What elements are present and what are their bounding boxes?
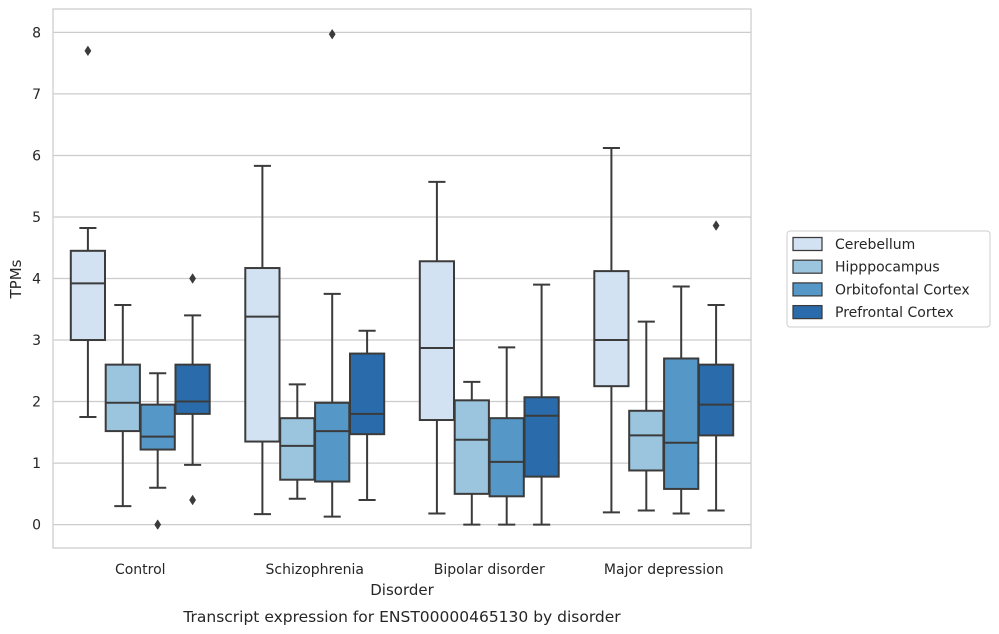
legend-label: Orbitofontal Cortex: [835, 282, 970, 298]
y-tick-label: 3: [32, 333, 41, 349]
box-body: [279, 417, 316, 481]
legend-swatch: [792, 236, 823, 252]
x-tick-label: Control: [115, 562, 166, 578]
box-prefrontal-cortex-control: [174, 273, 211, 506]
box-body: [69, 249, 107, 342]
box-body: [628, 409, 665, 472]
y-tick-label: 7: [32, 87, 41, 103]
outlier-point: [189, 273, 197, 284]
box-orbitofontal-cortex-schizophrenia: [314, 28, 351, 518]
box-body: [139, 403, 176, 451]
y-tick-labels: 0 1 2 3 4 5 6 7 8: [32, 25, 41, 533]
box-body: [244, 267, 281, 443]
legend-label: Hipppocampus: [835, 260, 940, 276]
chart-caption: Transcript expression for ENST0000046513…: [182, 608, 621, 626]
legend-swatch: [792, 304, 823, 320]
grid-lines: [53, 31, 751, 526]
box-hipppocampus-schizophrenia: [279, 383, 316, 500]
outlier-point: [189, 494, 197, 506]
legend-swatch: [792, 259, 823, 274]
box-cerebellum-schizophrenia: [244, 164, 281, 516]
y-tick-label: 6: [32, 148, 41, 164]
box-cerebellum-control: [69, 45, 107, 418]
box-hipppocampus-major-depression: [628, 320, 665, 512]
outlier-point: [328, 28, 336, 40]
box-body: [418, 260, 456, 422]
box-body: [174, 363, 211, 415]
y-tick-label: 0: [32, 518, 41, 534]
y-tick-label: 8: [32, 25, 41, 41]
box-body: [593, 270, 630, 388]
y-tick-label: 4: [32, 272, 41, 288]
y-tick-label: 2: [32, 395, 41, 411]
y-tick-label: 1: [32, 456, 41, 472]
x-tick-label: Bipolar disorder: [434, 562, 545, 578]
x-tick-labels: Control Schizophrenia Bipolar disorder Majo…: [115, 562, 724, 578]
boxes-layer: [69, 28, 735, 530]
box-cerebellum-bipolar-disorder: [418, 180, 456, 515]
legend-items: Cerebellum Hipppocampus Orbitofontal Corte…: [792, 236, 970, 321]
box-hipppocampus-control: [104, 303, 141, 508]
box-body: [697, 363, 735, 437]
box-hipppocampus-bipolar-disorder: [453, 380, 490, 526]
box-body: [104, 363, 141, 433]
box-body: [453, 399, 490, 495]
y-tick-label: 5: [32, 210, 41, 226]
outlier-point: [154, 519, 162, 530]
box-prefrontal-cortex-schizophrenia: [348, 329, 386, 502]
y-axis-label: TPMs: [7, 259, 25, 299]
box-cerebellum-major-depression: [593, 147, 630, 514]
box-body: [663, 357, 700, 490]
plot-area-frame: [52, 8, 752, 549]
legend-swatch: [792, 282, 823, 297]
box-body: [488, 417, 525, 498]
x-tick-label: Major depression: [604, 562, 724, 578]
box-orbitofontal-cortex-bipolar-disorder: [488, 346, 525, 526]
legend: Cerebellum Hipppocampus Orbitofontal Corte…: [786, 230, 991, 328]
box-prefrontal-cortex-bipolar-disorder: [523, 283, 560, 526]
box-prefrontal-cortex-major-depression: [697, 220, 735, 512]
outlier-point: [84, 45, 92, 57]
box-body: [348, 352, 386, 436]
outlier-point: [712, 220, 720, 231]
box-orbitofontal-cortex-major-depression: [663, 285, 700, 515]
box-orbitofontal-cortex-control: [139, 372, 176, 530]
legend-label: Cerebellum: [835, 237, 915, 253]
x-tick-label: Schizophrenia: [266, 562, 364, 578]
x-axis-label: Disorder: [370, 581, 434, 599]
box-body: [314, 401, 351, 483]
box-body: [523, 396, 560, 478]
legend-frame: [786, 230, 991, 328]
legend-label: Prefrontal Cortex: [835, 305, 954, 321]
